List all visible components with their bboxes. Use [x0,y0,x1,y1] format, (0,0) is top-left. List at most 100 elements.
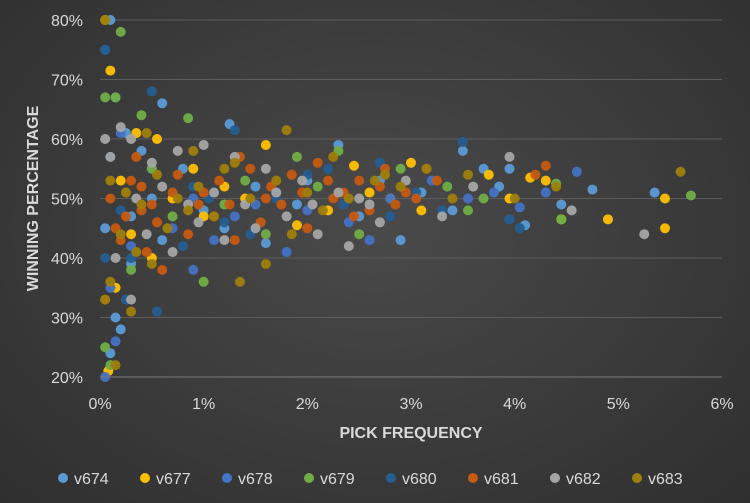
data-point-v681 [354,175,365,186]
data-point-v681 [105,193,116,204]
data-point-v682 [219,235,230,246]
data-point-v679 [110,92,121,103]
data-point-v682 [250,223,261,234]
data-point-v682 [198,139,209,150]
data-point-v682 [281,211,292,222]
y-tick-label: 40% [51,251,83,268]
data-point-v680 [152,306,163,317]
data-point-v678 [281,247,292,258]
data-point-v682 [374,217,385,228]
x-tick-label: 6% [710,396,733,413]
data-point-v678 [571,166,582,177]
data-point-v682 [157,181,168,192]
data-point-v680 [504,214,515,225]
data-point-v679 [167,211,178,222]
data-point-v681 [126,175,137,186]
x-axis-title: PICK FREQUENCY [339,425,482,442]
data-point-v678 [514,202,525,213]
data-points [100,15,696,382]
x-tick-label: 4% [503,396,526,413]
data-point-v679 [312,181,323,192]
data-point-v681 [141,247,152,258]
data-point-v679 [442,181,453,192]
data-point-v683 [115,229,126,240]
data-point-v682 [105,151,116,162]
data-point-v680 [219,217,230,228]
data-point-v680 [100,253,111,263]
data-point-v678 [488,187,499,198]
data-point-v677 [115,175,126,186]
data-point-v683 [152,169,163,180]
data-point-v681 [260,193,271,204]
data-point-v678 [540,187,551,198]
data-point-v682 [126,134,137,144]
data-point-v683 [328,151,339,162]
data-point-v682 [639,229,650,240]
data-point-v681 [152,217,163,228]
data-point-v679 [291,151,302,162]
y-tick-label: 50% [51,192,83,209]
legend-marker [632,473,642,483]
data-point-v683 [271,175,282,186]
data-point-v681 [224,199,235,210]
data-point-v683 [260,258,271,269]
data-point-v681 [183,229,194,240]
data-point-v683 [188,145,199,156]
legend-item-v678: v678 [222,471,273,488]
data-point-v683 [209,211,220,222]
data-point-v682 [110,253,121,263]
legend-marker [140,473,150,483]
data-point-v674 [556,199,567,210]
data-point-v683 [421,163,432,174]
data-point-v677 [364,187,375,198]
data-point-v683 [286,229,297,240]
data-point-v682 [115,122,126,133]
data-point-v681 [146,199,157,210]
legend-marker [222,473,232,483]
data-point-v674 [587,184,598,195]
data-point-v681 [214,175,225,186]
data-point-v677 [602,214,613,225]
legend-label: v683 [648,471,683,488]
data-point-v679 [100,342,111,353]
data-point-v678 [364,235,375,246]
x-tick-label: 1% [192,396,215,413]
data-point-v678 [463,193,474,204]
data-point-v674 [291,199,302,210]
data-point-v677 [152,134,163,144]
data-point-v677 [260,139,271,150]
data-point-v682 [146,157,157,168]
data-point-v674 [260,238,271,249]
data-point-v682 [343,241,354,252]
data-point-v682 [364,199,375,210]
data-point-v674 [100,223,111,234]
legend-marker [304,473,314,483]
legend-item-v682: v682 [550,471,601,488]
data-point-v683 [146,258,157,269]
data-point-v681 [193,199,204,210]
data-point-v677 [659,193,670,204]
data-point-v682 [297,175,308,186]
data-point-v679 [685,190,696,201]
data-point-v674 [110,312,121,323]
legend-label: v682 [566,471,601,488]
y-tick-label: 70% [51,73,83,90]
data-point-v677 [348,160,359,171]
data-point-v679 [115,26,126,37]
data-point-v682 [504,151,515,162]
data-point-v683 [219,163,230,174]
data-point-v682 [193,217,204,228]
data-point-v683 [229,157,240,168]
data-point-v679 [136,110,147,121]
data-point-v679 [183,113,194,124]
data-point-v682 [333,187,344,198]
data-point-v682 [271,187,282,198]
data-point-v683 [463,169,474,180]
data-point-v680 [146,86,157,97]
data-point-v683 [110,360,121,371]
y-tick-label: 60% [51,132,83,149]
data-point-v682 [141,229,152,240]
data-point-v677 [416,205,427,216]
data-point-v683 [100,294,111,305]
